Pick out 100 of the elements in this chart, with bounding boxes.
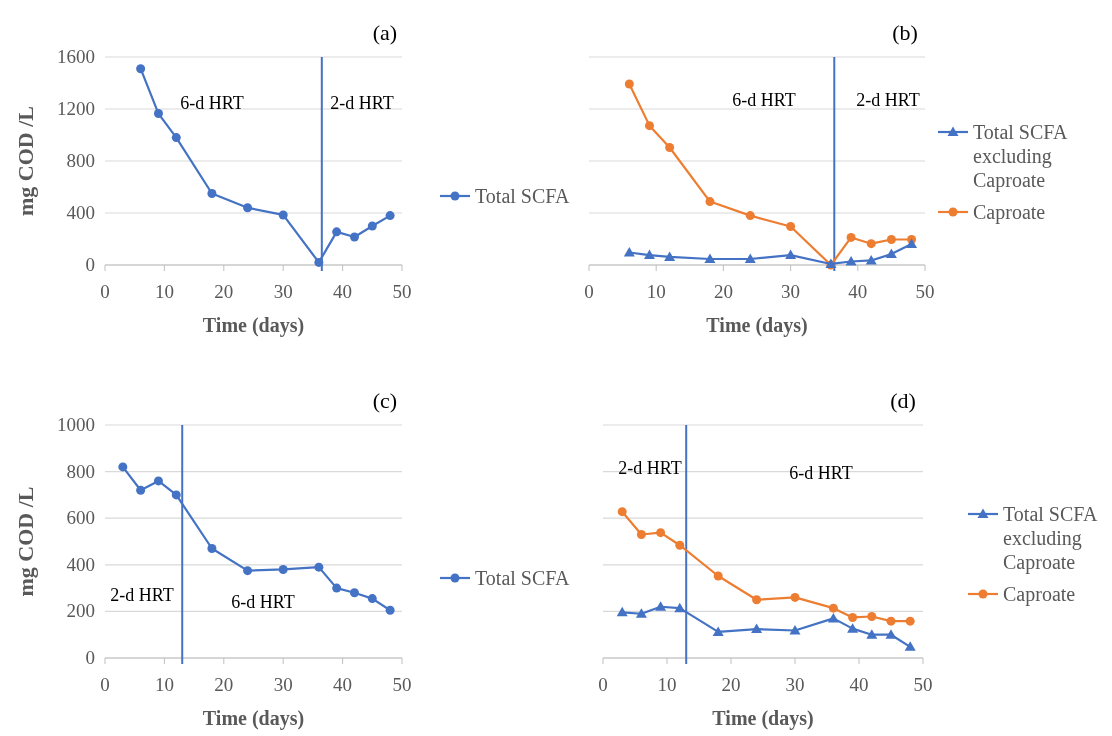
point [786,222,796,232]
legend-label: Caproate [973,201,1046,224]
x-tick-label: 0 [100,674,110,695]
point [278,564,288,574]
point [644,121,654,131]
y-tick-label: 1000 [57,414,95,435]
point [118,462,128,472]
x-axis-title: Time (days) [202,314,305,337]
x-tick-label: 20 [214,281,234,302]
x-tick-label: 40 [333,281,353,302]
y-tick-label: 600 [66,507,95,529]
point [704,253,716,264]
x-tick-label: 30 [273,674,293,695]
legend-label: Total SCFA excluding Caproate [973,121,1068,192]
x-axis-title: Time (days) [712,707,814,730]
point [385,605,395,615]
point [171,133,181,143]
point [332,227,342,237]
point [665,142,675,152]
x-tick-label: 40 [849,674,869,695]
x-tick-label: 10 [657,674,677,695]
point [367,221,377,231]
point [278,210,288,220]
x-tick-label: 50 [392,674,412,695]
point [664,251,676,261]
y-tick-label: 400 [66,553,95,575]
point [136,64,146,74]
point [349,232,359,242]
point [848,612,858,622]
y-tick-label: 800 [66,460,95,482]
point [827,612,839,623]
x-tick-label: 20 [713,281,733,302]
point [885,248,897,259]
point [865,254,877,265]
point [904,641,916,651]
chart-title: (c) [372,388,398,413]
point [332,583,342,593]
point [636,530,646,540]
point [713,571,723,581]
point [349,588,359,598]
y-tick-label: 1600 [57,46,95,67]
x-tick-label: 0 [100,281,110,302]
point [623,247,635,257]
legend-label: Caproate [1003,583,1076,606]
point [751,623,763,634]
annotation: 2-d HRT [856,90,920,110]
y-tick-label: 800 [66,150,95,171]
point [624,79,634,89]
point [367,594,377,604]
point [867,612,877,622]
point [846,232,856,242]
x-tick-label: 50 [913,674,933,695]
point [635,608,647,618]
point [643,249,655,260]
y-tick-label: 0 [85,254,95,275]
x-tick-label: 10 [154,674,174,695]
point [674,602,686,613]
point [789,625,801,635]
point [171,490,181,500]
point [885,629,897,639]
point [847,623,859,633]
point [886,235,896,245]
point [655,601,667,611]
chart-title: (b) [892,20,918,45]
annotation: 6-d HRT [789,463,853,483]
point [385,211,395,221]
x-tick-label: 10 [154,281,174,302]
legend-label: Total SCFA excluding Caproate [1003,503,1098,574]
point [136,485,146,495]
point [207,189,217,198]
point [617,507,627,517]
y-tick-label: 200 [66,600,95,622]
x-tick-label: 50 [915,281,935,302]
y-tick-label: 0 [85,647,95,668]
point [675,540,685,550]
point [153,109,163,119]
point [243,566,253,576]
point [705,197,715,207]
point [886,616,896,626]
x-tick-label: 10 [646,281,666,302]
x-tick-label: 40 [848,281,868,302]
point [828,603,838,613]
y-axis-title: mg COD /L [13,106,38,216]
legend-label: Total SCFA [475,567,570,589]
x-tick-label: 0 [584,281,594,302]
y-axis-title: mg COD /L [13,486,38,597]
x-axis-title: Time (days) [202,707,305,730]
point [866,629,878,639]
point [207,543,217,553]
annotation: 6-d HRT [231,592,295,612]
point [656,528,666,538]
point [785,249,797,260]
x-tick-label: 20 [721,674,741,695]
annotation: 6-d HRT [732,90,796,110]
point [905,616,915,626]
point [752,595,762,605]
chart-title: (d) [890,388,916,413]
x-tick-label: 50 [392,281,412,302]
point [712,626,724,636]
point [744,253,756,264]
